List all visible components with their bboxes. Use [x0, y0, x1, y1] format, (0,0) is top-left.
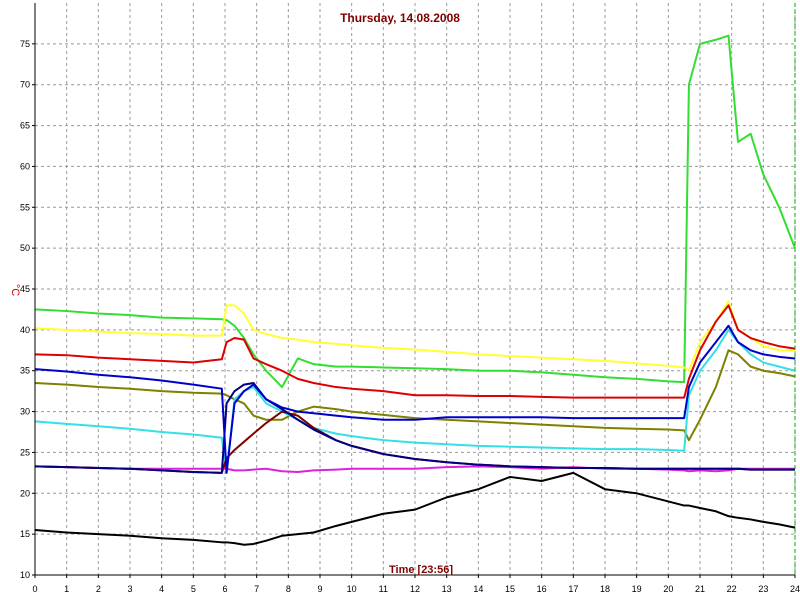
y-tick-label: 65	[20, 121, 30, 131]
series-line	[34, 471, 796, 546]
y-tick-label: 40	[20, 325, 30, 335]
x-tick-label: 0	[32, 584, 37, 594]
y-tick-label: 50	[20, 243, 30, 253]
x-tick-label: 11	[379, 584, 388, 594]
y-tick-label: 35	[20, 366, 30, 376]
x-tick-label: 5	[191, 584, 196, 594]
y-tick-label: 75	[20, 39, 30, 49]
x-tick-label: 6	[222, 584, 227, 594]
series-line	[34, 34, 796, 389]
y-tick-label: 60	[20, 161, 30, 171]
x-tick-label: 1	[64, 584, 69, 594]
x-tick-label: 18	[600, 584, 610, 594]
series-line	[34, 328, 796, 474]
y-tick-label: 15	[20, 529, 30, 539]
series-line	[34, 381, 795, 474]
series-line	[34, 324, 796, 474]
y-tick-label: 70	[20, 80, 30, 90]
x-tick-label: 8	[286, 584, 291, 594]
x-tick-label: 17	[568, 584, 578, 594]
y-tick-label: 10	[20, 570, 30, 580]
x-tick-label: 13	[442, 584, 452, 594]
x-tick-label: 24	[790, 584, 800, 594]
x-tick-label: 12	[410, 584, 420, 594]
x-tick-label: 15	[505, 584, 515, 594]
x-tick-label: 22	[727, 584, 737, 594]
x-tick-label: 10	[347, 584, 357, 594]
x-tick-label: 14	[473, 584, 483, 594]
x-tick-label: 23	[758, 584, 768, 594]
x-tick-label: 7	[254, 584, 259, 594]
y-tick-label: 55	[20, 202, 30, 212]
y-tick-label: 25	[20, 447, 30, 457]
y-tick-label: 45	[20, 284, 30, 294]
x-tick-label: 21	[695, 584, 705, 594]
x-tick-label: 2	[96, 584, 101, 594]
x-axis-label: Time [23:56]	[389, 564, 453, 576]
x-tick-label: 20	[663, 584, 673, 594]
x-tick-label: 4	[159, 584, 164, 594]
x-tick-label: 19	[632, 584, 642, 594]
x-tick-label: 3	[127, 584, 132, 594]
lines	[34, 34, 796, 546]
y-tick-label: 30	[20, 407, 30, 417]
series-line	[34, 304, 796, 399]
y-tick-label: 20	[20, 488, 30, 498]
y-axis-label: °C	[9, 284, 21, 296]
chart-title: Thursday, 14.08.2008	[340, 11, 460, 25]
x-tick-label: 9	[317, 584, 322, 594]
x-tick-label: 16	[537, 584, 547, 594]
